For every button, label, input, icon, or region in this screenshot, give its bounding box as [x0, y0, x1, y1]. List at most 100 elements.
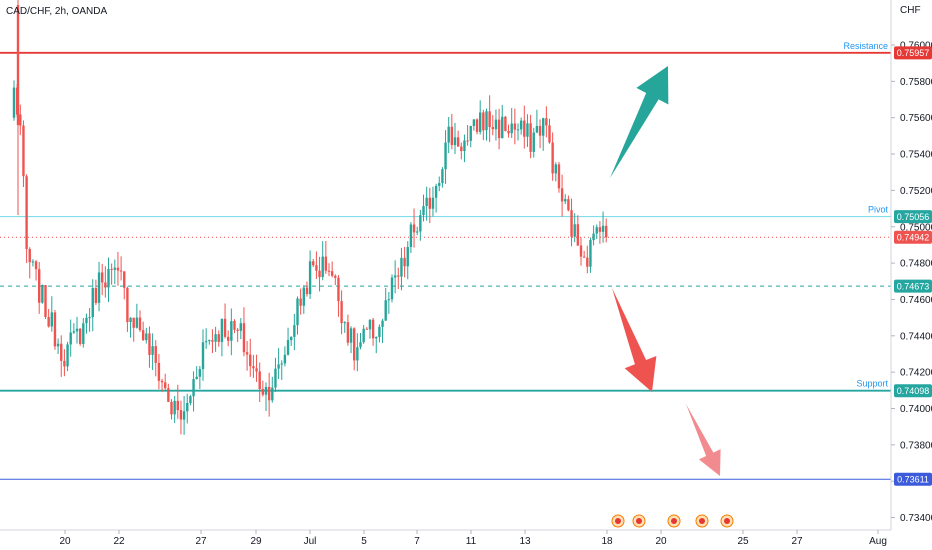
candle[interactable] — [308, 250, 312, 299]
candle[interactable] — [438, 176, 441, 192]
candle[interactable] — [245, 341, 249, 371]
candle[interactable] — [302, 285, 305, 314]
candle[interactable] — [305, 281, 309, 297]
candle[interactable] — [507, 124, 510, 138]
candle[interactable] — [223, 303, 227, 339]
candle[interactable] — [324, 240, 328, 274]
candle[interactable] — [123, 270, 126, 300]
candle[interactable] — [441, 167, 444, 188]
candle[interactable] — [538, 119, 542, 149]
candle[interactable] — [327, 263, 331, 277]
candle[interactable] — [450, 113, 454, 150]
candle[interactable] — [545, 106, 548, 138]
candle[interactable] — [293, 313, 296, 351]
candle[interactable] — [605, 218, 608, 243]
candle[interactable] — [488, 95, 491, 143]
candle[interactable] — [126, 286, 129, 332]
candle[interactable] — [403, 246, 406, 278]
candle[interactable] — [582, 250, 586, 258]
candle[interactable] — [91, 279, 94, 332]
candle[interactable] — [425, 186, 428, 221]
candle[interactable] — [362, 325, 365, 344]
candle[interactable] — [154, 340, 157, 377]
candle[interactable] — [50, 296, 53, 332]
candle[interactable] — [104, 266, 107, 298]
candle[interactable] — [482, 109, 485, 141]
candle[interactable] — [182, 396, 186, 435]
candle[interactable] — [299, 288, 302, 315]
candle[interactable] — [116, 252, 120, 286]
candle[interactable] — [135, 303, 139, 329]
candle[interactable] — [192, 371, 195, 412]
candle[interactable] — [85, 313, 88, 334]
candle[interactable] — [349, 326, 353, 354]
candle[interactable] — [532, 127, 535, 158]
candle[interactable] — [66, 341, 69, 372]
candle[interactable] — [34, 259, 38, 281]
candle[interactable] — [557, 161, 561, 193]
candle[interactable] — [564, 194, 567, 205]
candle[interactable] — [233, 319, 236, 334]
candle[interactable] — [447, 117, 450, 154]
candle[interactable] — [78, 327, 82, 346]
candle[interactable] — [368, 319, 372, 339]
candle[interactable] — [466, 125, 469, 146]
candle[interactable] — [494, 109, 498, 141]
candle[interactable] — [343, 321, 346, 333]
candle[interactable] — [38, 262, 41, 314]
candle[interactable] — [217, 330, 220, 347]
candle[interactable] — [56, 338, 60, 354]
candle[interactable] — [94, 279, 98, 306]
candle[interactable] — [186, 393, 189, 424]
candle[interactable] — [138, 310, 142, 332]
candle[interactable] — [53, 309, 57, 350]
candle[interactable] — [523, 105, 526, 149]
candle[interactable] — [419, 209, 422, 241]
candle[interactable] — [501, 104, 504, 139]
candle[interactable] — [211, 329, 214, 354]
candle[interactable] — [173, 395, 176, 424]
candle[interactable] — [12, 80, 16, 121]
candle[interactable] — [41, 284, 44, 304]
candle[interactable] — [236, 327, 239, 342]
event-marker-icon[interactable] — [695, 514, 709, 528]
candle[interactable] — [132, 317, 135, 342]
candle[interactable] — [390, 274, 394, 303]
candle[interactable] — [353, 327, 356, 371]
candle[interactable] — [227, 330, 230, 347]
candle[interactable] — [286, 327, 290, 356]
candle[interactable] — [431, 186, 435, 217]
candle[interactable] — [145, 327, 148, 344]
candle[interactable] — [586, 245, 589, 274]
candle[interactable] — [22, 120, 25, 187]
candle[interactable] — [97, 261, 101, 312]
candle[interactable] — [321, 241, 324, 281]
candle[interactable] — [16, 0, 20, 215]
candle[interactable] — [267, 372, 271, 417]
candle[interactable] — [249, 338, 252, 377]
candle[interactable] — [573, 213, 576, 243]
candle[interactable] — [513, 108, 517, 145]
candle[interactable] — [82, 318, 85, 348]
candle[interactable] — [167, 383, 170, 403]
candle[interactable] — [208, 339, 211, 345]
candle[interactable] — [346, 314, 350, 346]
candle[interactable] — [204, 328, 208, 349]
candle[interactable] — [31, 259, 35, 267]
candle[interactable] — [359, 332, 362, 350]
candle[interactable] — [412, 208, 416, 248]
candle[interactable] — [113, 259, 116, 285]
candle[interactable] — [239, 318, 242, 340]
candle[interactable] — [271, 376, 274, 403]
event-markers[interactable] — [611, 514, 734, 528]
candle[interactable] — [428, 187, 431, 224]
candle[interactable] — [195, 366, 198, 380]
candle[interactable] — [315, 251, 318, 280]
candle[interactable] — [160, 378, 164, 392]
candle[interactable] — [189, 394, 192, 406]
candle[interactable] — [252, 354, 255, 378]
candle[interactable] — [384, 287, 387, 321]
candle[interactable] — [242, 307, 246, 357]
candle[interactable] — [312, 258, 315, 267]
candle[interactable] — [283, 346, 287, 367]
